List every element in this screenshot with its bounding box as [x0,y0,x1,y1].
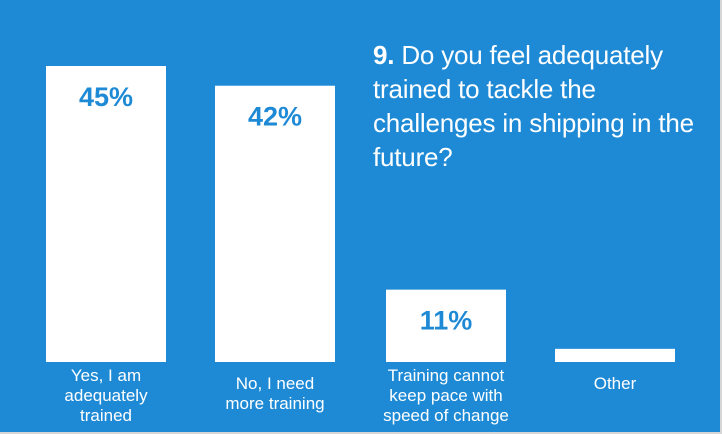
bar-2 [215,85,335,362]
category-label-2-line-2: more training [225,394,324,413]
value-label-2: 42% [248,102,302,132]
category-label-1-line-1: Yes, I am [71,366,141,385]
value-label-4: 2% [595,315,634,345]
question-text: Do you feel adequately trained to tackle… [373,40,694,172]
category-label-2-line-1: No, I need [236,374,314,393]
question-number: 9. [373,40,395,70]
chart-title: 9. Do you feel adequately trained to tac… [373,38,713,174]
value-label-3: 11% [420,306,473,336]
category-label-3-line-1: Training cannot [388,366,505,385]
bar-1 [46,66,166,362]
category-label-1-line-2: adequately [64,386,148,405]
bar-4 [555,348,675,362]
category-label-4-line-1: Other [594,374,637,393]
category-label-3-line-2: keep pace with [389,386,502,405]
value-label-1: 45% [79,82,133,112]
bar-3 [386,289,506,362]
category-label-3-line-3: speed of change [383,406,509,425]
category-label-1-line-3: trained [80,406,132,425]
